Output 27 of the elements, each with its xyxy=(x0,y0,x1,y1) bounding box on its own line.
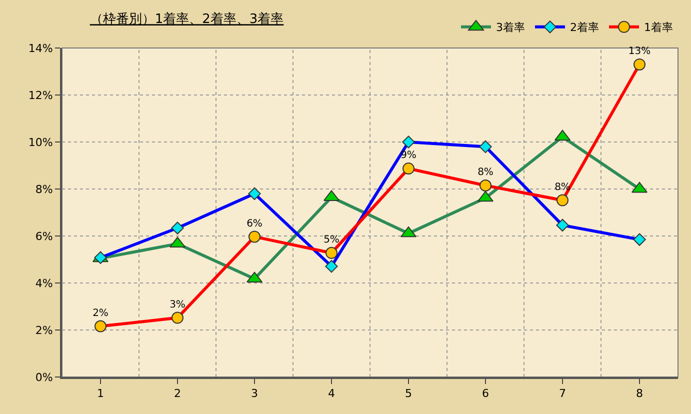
x-tick-label: 8 xyxy=(636,387,643,400)
y-tick-label: 14% xyxy=(28,42,53,55)
y-tick-label: 6% xyxy=(35,230,53,243)
legend-label: 1着率 xyxy=(644,21,673,34)
x-tick-label: 1 xyxy=(97,387,104,400)
x-tick-label: 5 xyxy=(405,387,412,400)
y-tick-label: 0% xyxy=(35,370,53,384)
data-label: 6% xyxy=(246,218,262,230)
data-label: 13% xyxy=(628,46,651,58)
data-label: 8% xyxy=(478,167,494,178)
x-tick-label: 6 xyxy=(482,387,489,400)
x-tick-label: 2 xyxy=(174,387,181,400)
x-tick-label: 7 xyxy=(559,387,566,400)
data-label: 9% xyxy=(400,150,416,162)
y-tick-label: 12% xyxy=(28,88,53,102)
data-label: 5% xyxy=(324,234,340,246)
y-tick-label: 8% xyxy=(35,182,53,196)
chart-title: （枠番別）1着率、2着率、3着率 xyxy=(90,11,284,28)
x-tick-label: 4 xyxy=(328,387,335,400)
data-label: 2% xyxy=(92,308,108,319)
x-tick-label: 3 xyxy=(251,387,258,400)
y-tick-label: 4% xyxy=(35,276,53,290)
data-label: 3% xyxy=(170,299,186,310)
y-tick-label: 10% xyxy=(28,136,53,149)
y-tick-label: 2% xyxy=(35,324,53,337)
legend-label: 2着率 xyxy=(570,21,599,34)
legend-label: 3着率 xyxy=(496,21,525,34)
